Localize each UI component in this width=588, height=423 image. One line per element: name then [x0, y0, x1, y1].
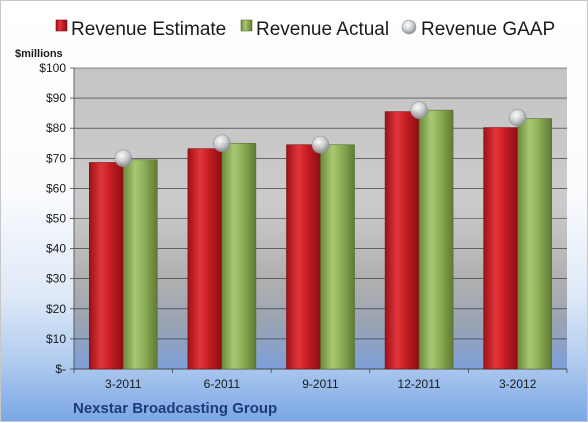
y-tick-label: $90 [46, 91, 66, 105]
gaap-markers [114, 101, 527, 168]
marker-revenue-gaap [114, 149, 133, 168]
x-tick-label: 12-2011 [398, 377, 441, 391]
company-name: Nexstar Broadcasting Group [73, 400, 277, 417]
bar-revenue-estimate [89, 162, 124, 370]
x-tick-label: 3-2011 [105, 377, 142, 391]
marker-revenue-gaap [311, 135, 330, 154]
bars [89, 109, 553, 370]
y-tick-label: $70 [46, 151, 66, 165]
marker-revenue-gaap [213, 134, 231, 153]
bar-revenue-actual [517, 118, 553, 370]
bar-revenue-actual [320, 144, 355, 370]
y-tick-label: $40 [46, 242, 66, 256]
bar-revenue-estimate [384, 111, 420, 370]
bar-revenue-actual [418, 109, 454, 370]
y-tick-label: $100 [39, 61, 66, 75]
y-tick-label: $10 [46, 332, 66, 346]
bar-revenue-estimate [286, 144, 321, 370]
y-axis-ticks: $- $10 $20 $30 $40 $50 $60 $70 $80 $90 $100 [39, 61, 75, 376]
bar-revenue-actual [123, 159, 158, 370]
marker-revenue-gaap [508, 108, 527, 127]
y-tick-label: $30 [46, 272, 66, 286]
bar-revenue-actual [221, 142, 257, 370]
legend-label-actual: Revenue Actual [256, 19, 389, 40]
legend-marker-gaap [401, 19, 417, 35]
y-tick-label: $80 [46, 121, 66, 135]
y-tick-label: $60 [46, 181, 66, 195]
x-axis-ticks: 3-2011 6-2011 9-2011 12-2011 3-2012 [73, 369, 568, 391]
legend-label-estimate: Revenue Estimate [71, 19, 226, 40]
legend-swatch-estimate [55, 19, 68, 32]
bar-revenue-estimate [483, 127, 519, 370]
y-tick-label: $20 [46, 302, 66, 316]
marker-revenue-gaap [410, 101, 428, 119]
y-axis-unit-label: $millions [15, 48, 63, 60]
bar-revenue-estimate [187, 148, 223, 370]
legend: Revenue Estimate Revenue Actual Revenue … [55, 19, 555, 40]
x-tick-label: 9-2011 [302, 377, 339, 391]
legend-label-gaap: Revenue GAAP [421, 19, 555, 40]
y-tick-label: $- [55, 362, 66, 376]
x-tick-label: 3-2012 [499, 377, 537, 391]
y-tick-label: $50 [46, 212, 66, 226]
x-tick-label: 6-2011 [204, 377, 241, 391]
legend-swatch-actual [240, 19, 253, 32]
